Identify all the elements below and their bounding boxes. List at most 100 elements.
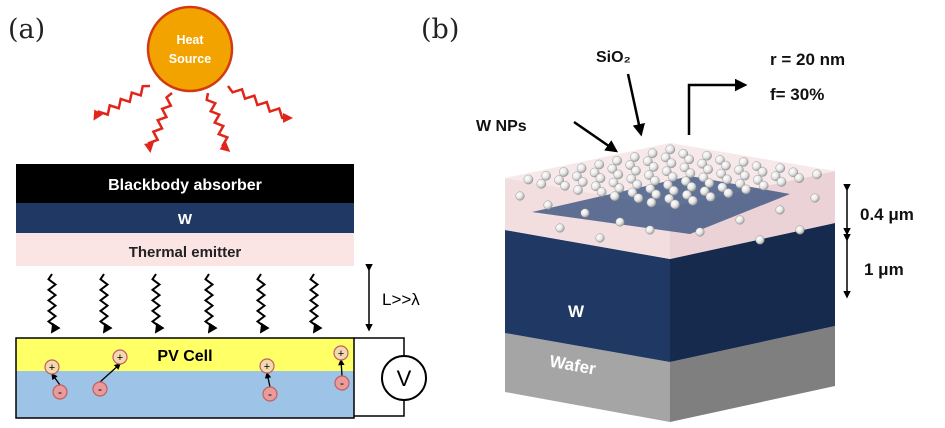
nanoparticle [646,197,657,208]
nanoparticle [704,178,715,188]
hole-sign: + [264,361,270,373]
nanoparticle [591,181,601,191]
pv-cell-label: PV Cell [157,348,212,365]
circuit-wire-top [354,337,405,356]
charge-arrow [99,363,121,383]
nanoparticle [794,173,805,183]
w-nps-label: W NPs [476,118,527,135]
nanoparticle [626,173,637,184]
nanoparticle [645,225,655,235]
hole-sign: + [338,348,344,360]
nanoparticle [627,187,638,198]
nanoparticle [757,167,768,177]
nanoparticle [735,215,745,225]
nanoparticle [663,180,673,190]
electron-sign: - [268,387,272,401]
nanoparticle [615,217,625,227]
tungsten-label-b: W [568,302,585,321]
hole-icon [333,345,349,361]
nanoparticle [678,148,689,159]
nanoparticle [788,167,799,178]
nanoparticle [632,179,643,190]
nanoparticle [722,174,732,185]
electron-hole-pair: +- [333,345,350,391]
sio2-arrow [626,73,645,137]
nanoparticle [576,163,587,174]
blackbody-absorber-label: Blackbody absorber [108,177,262,194]
nanoparticle [580,208,590,218]
thickness-top-label: 0.4 μm [860,205,914,224]
nanoparticle [647,148,658,158]
panel-b-label: (b) [421,14,459,45]
hole-sign: + [49,362,55,374]
electron-icon [52,384,68,400]
nanoparticle [751,161,762,171]
hole-icon [44,359,60,375]
nanoparticle [614,183,625,193]
nanoparticle [589,167,600,178]
nanoparticle [697,158,708,169]
nanoparticle [717,182,728,193]
nanoparticle [594,159,605,170]
heat-source-circle [146,5,234,93]
pv-cell-outline [15,337,355,419]
tungsten-label-a: W [178,211,193,228]
electron-icon [92,381,108,397]
nanoparticle [721,160,731,171]
nanoparticle [607,163,618,174]
nanoparticle [679,162,690,173]
nanoparticle [643,156,653,166]
nanoparticle [578,177,588,187]
nanoparticles [515,144,822,245]
circuit-wire-bottom [354,400,405,417]
electron-sign: - [340,376,344,390]
radiation-arrow [150,273,165,334]
heat-ray [226,85,293,123]
nanoparticle [686,182,697,192]
radius-label: r = 20 nm [770,50,845,69]
nanoparticle [703,164,713,175]
pv-cell-top [16,338,354,371]
nanoparticle [735,178,745,189]
nanoparticle [666,158,677,168]
hole-icon [112,349,128,365]
wafer-front [505,333,670,422]
nanoparticle [543,200,553,210]
nanoparticle [664,193,674,204]
w-nps-arrow [573,120,619,153]
nanoparticle [612,155,622,166]
nanoparticle [695,227,705,237]
fill-fraction-label: f= 30% [770,85,824,104]
nanoparticle [716,168,727,179]
nanoparticle [812,169,822,180]
radiation-arrows [46,273,323,334]
nanoparticle [541,170,551,181]
wafer-side [670,326,835,422]
pv-cell-bottom [16,371,354,418]
tungsten-layer-a [16,203,354,233]
heat-ray [143,92,173,153]
nanoparticle [705,192,716,202]
electron-hole-pair: +- [92,349,128,397]
sio2-label: SiO₂ [596,49,631,66]
nanoparticle [661,166,672,176]
blackbody-absorber-layer [16,164,354,203]
nanoparticle [559,167,569,177]
gap-indicator: L>>λ [365,264,420,332]
nanoparticle [775,163,786,173]
voltmeter-label: V [397,366,412,391]
electron-sign: - [58,385,62,399]
nanoparticle [560,180,570,191]
nanoparticle [715,155,725,165]
nanoparticle [650,175,660,186]
nanoparticle [536,178,547,189]
nanoparticle [680,176,691,186]
gap-label: L>>λ [382,290,420,309]
nanoparticle [644,170,654,180]
nanoparticle [665,144,676,155]
nanoparticle [630,152,640,162]
nanoparticle [776,177,787,187]
heat-source-line2: Source [169,52,211,66]
nanoparticle [670,199,680,210]
